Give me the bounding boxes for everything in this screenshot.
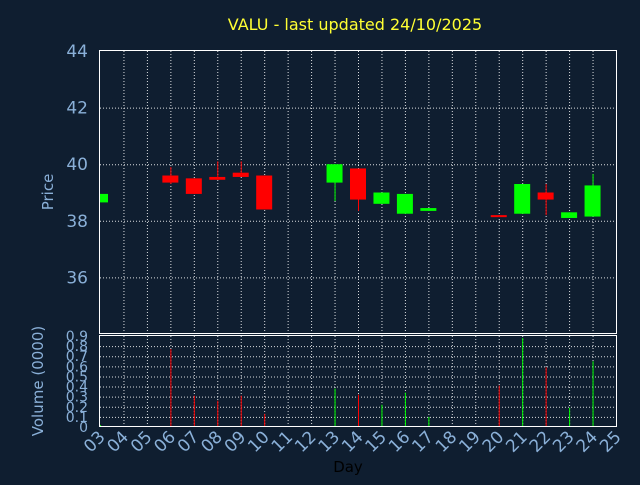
price-tick-label: 38 [66,212,88,232]
x-tick-label: 25 [596,427,625,456]
candle [537,184,554,216]
candle-body [256,175,273,210]
volume-tick-label: 0 [79,420,88,436]
candle-body [584,185,601,217]
candle [209,161,226,180]
candle-body [209,176,226,180]
candle-body [561,212,578,218]
volume-tick-labels: 00.10.20.30.40.50.60.70.80.9 [66,329,88,436]
price-tick-label: 40 [66,155,88,175]
volume-tick-label: 0.2 [66,400,88,416]
candle-body [514,184,531,214]
candle [490,215,507,218]
volume-tick-label: 0.1 [66,410,88,426]
candle [162,167,179,185]
candle-body [490,215,507,218]
candle [232,161,249,177]
candle-body [537,192,554,200]
candle [256,175,273,210]
candle-body [185,178,202,194]
volume-tick-label: 0.5 [66,369,88,385]
candle [350,168,366,211]
x-tick-labels: 0304050607080910111213141516171819202122… [80,427,625,456]
price-tick-label: 36 [66,268,88,288]
volume-axis-label: Volume (0000) [29,326,47,436]
volume-tick-label: 0.8 [66,339,88,355]
candle [514,184,531,214]
price-axis-label: Price [39,174,57,211]
volume-panel-frame [99,335,617,427]
candle [396,193,413,214]
price-tick-labels: 36 38 40 42 44 [66,42,88,288]
candle-body [420,208,437,211]
candle [420,208,437,211]
volume-tick-label: 0.3 [66,390,88,406]
volume-tick-label: 0.4 [66,380,88,396]
candle-body [350,168,366,200]
candle-body [396,193,413,214]
volume-bars [100,338,594,427]
candle-body [373,192,390,204]
price-tick-label: 44 [66,42,88,62]
candle-body [232,172,249,177]
chart-title: VALU - last updated 24/10/2025 [228,15,482,34]
x-axis-label: Day [333,458,363,476]
candle [584,174,601,217]
price-panel-frame [99,50,617,334]
volume-tick-label: 0.6 [66,359,88,375]
volume-tick-label: 0.9 [66,329,88,345]
candle [185,178,202,194]
candle [561,212,578,218]
price-tick-label: 42 [66,99,88,119]
candle [373,192,390,204]
candle-body [162,175,179,183]
candle [100,193,108,203]
candle-body [101,193,108,203]
volume-tick-label: 0.7 [66,349,88,365]
candle-body [326,164,343,183]
candles [100,161,601,218]
candle [326,164,343,201]
